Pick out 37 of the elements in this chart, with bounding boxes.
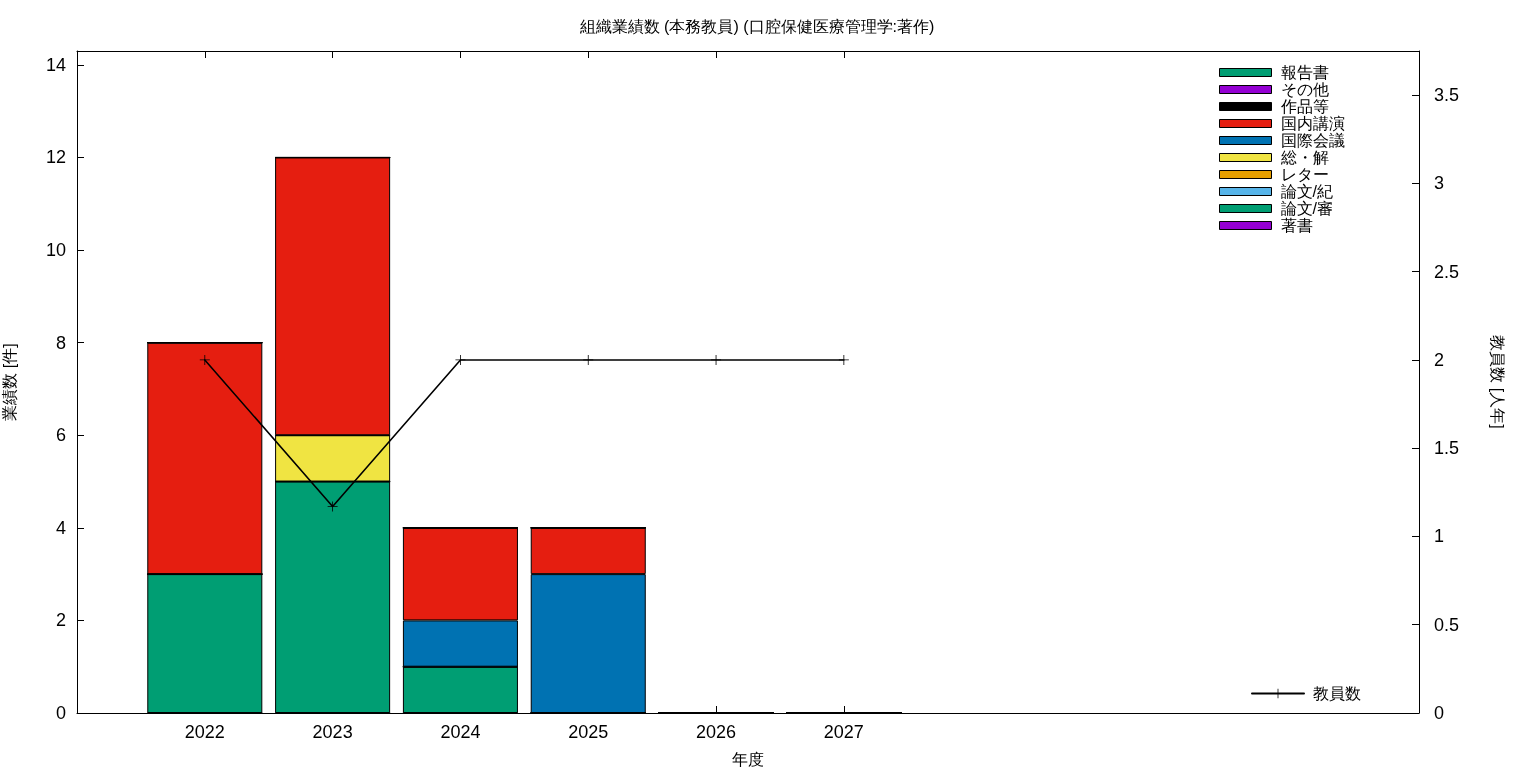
legend-label: 国内講演 [1280, 115, 1345, 132]
y2-tick-label: 1.5 [1434, 438, 1460, 459]
y-tick-label: 12 [45, 147, 66, 168]
y2-tick-label: 0 [1434, 703, 1445, 723]
chart-title: 組織業績数 (本務教員) (口腔保健医療管理学:著作) [578, 17, 935, 35]
x-tick-label: 2024 [440, 722, 481, 742]
legend-label: 国際会議 [1280, 132, 1345, 149]
legend-label: 論文/審 [1280, 200, 1333, 217]
y-tick-label: 10 [45, 240, 66, 261]
legend-label: 総・解 [1279, 149, 1329, 166]
legend-label: 著書 [1280, 217, 1313, 234]
y-tick-label: 6 [55, 425, 66, 446]
legend-label: 報告書 [1280, 64, 1329, 81]
x-tick-label: 2026 [696, 722, 737, 742]
y-axis-title: 業績数 [件] [0, 343, 18, 421]
y2-tick-label: 2 [1434, 349, 1445, 370]
y-tick-label: 4 [55, 517, 66, 538]
legend-label: レター [1280, 166, 1329, 183]
legend-label: その他 [1280, 81, 1329, 98]
x-tick-label: 2027 [823, 722, 864, 742]
legend-label: 論文/紀 [1280, 183, 1333, 200]
x-axis-title: 年度 [732, 750, 764, 768]
y2-axis-title: 教員数 [人年] [1488, 335, 1506, 429]
y2-tick-label: 3.5 [1434, 85, 1460, 106]
x-tick-label: 2023 [312, 722, 353, 742]
y-tick-label: 0 [55, 703, 66, 723]
y-tick-label: 14 [45, 54, 66, 75]
x-tick-label: 2022 [184, 722, 225, 742]
legend-label: 作品等 [1279, 98, 1329, 115]
y2-tick-label: 3 [1434, 173, 1445, 194]
y2-tick-label: 1 [1434, 526, 1445, 547]
y2-tick-label: 2.5 [1434, 261, 1460, 282]
y2-tick-label: 0.5 [1434, 614, 1460, 635]
legend-label: 教員数 [1313, 685, 1361, 702]
y-tick-label: 8 [55, 332, 66, 353]
y-tick-label: 2 [55, 610, 66, 631]
x-tick-label: 2025 [568, 722, 609, 742]
